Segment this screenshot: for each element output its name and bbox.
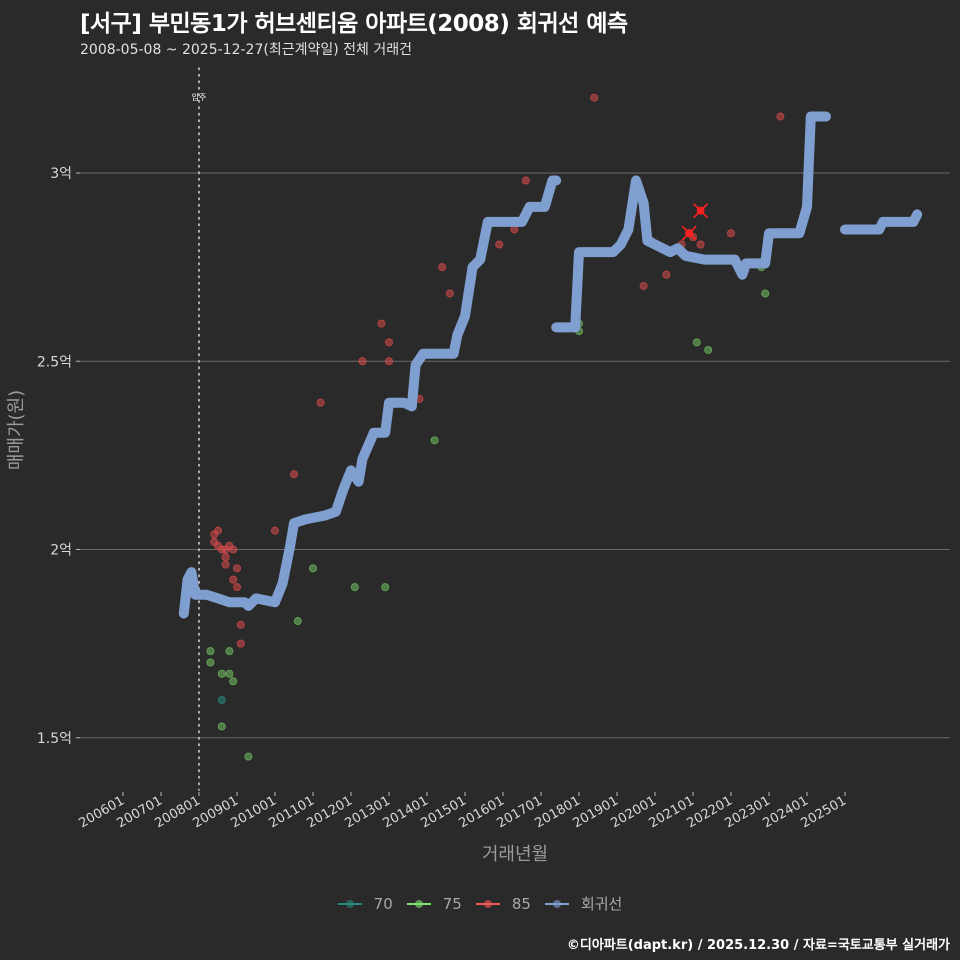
data-point: [430, 436, 439, 445]
data-point: [438, 263, 447, 272]
legend-item-75[interactable]: 75: [406, 894, 462, 913]
data-point: [377, 319, 386, 328]
scatter-points: [206, 93, 785, 761]
chart-title: [서구] 부민동1가 허브센티움 아파트(2008) 회귀선 예측: [80, 11, 628, 37]
data-point: [692, 338, 701, 347]
data-point: [776, 112, 785, 121]
data-point: [590, 93, 599, 102]
data-point: [316, 398, 325, 407]
regression-line: [178, 111, 923, 619]
data-point: [445, 289, 454, 298]
highlight-x-marker: [681, 225, 697, 241]
data-point: [229, 677, 238, 686]
legend-label: 85: [511, 894, 531, 913]
legend-key-icon: [544, 897, 569, 911]
legend-item-70[interactable]: 70: [337, 894, 393, 913]
data-point: [221, 553, 230, 562]
data-point: [358, 357, 367, 366]
data-point: [217, 722, 226, 731]
data-point: [495, 240, 504, 249]
data-point: [521, 176, 530, 185]
data-point: [221, 560, 230, 569]
legend-label: 70: [373, 894, 393, 913]
data-point: [236, 620, 245, 629]
data-point: [639, 281, 648, 290]
data-point: [229, 545, 238, 554]
data-point: [384, 338, 393, 347]
x-axis-ticks: 2006012007012008012009012010012011012012…: [77, 792, 849, 831]
move-in-label: 입주: [192, 93, 207, 102]
regression-segment: [178, 175, 562, 619]
legend-key-icon: [337, 897, 362, 911]
data-point: [232, 583, 241, 592]
legend-label: 75: [442, 894, 462, 913]
data-point: [662, 270, 671, 279]
data-point: [217, 696, 226, 705]
data-point: [696, 240, 705, 249]
legend-key-icon: [406, 897, 431, 911]
legend-item-regression[interactable]: 회귀선: [544, 893, 623, 914]
regression-segment: [840, 209, 923, 235]
data-point: [727, 229, 736, 238]
data-point: [217, 669, 226, 678]
data-point: [229, 575, 238, 584]
move-in-annotation: 입주: [192, 67, 207, 791]
data-point: [225, 647, 234, 656]
highlight-x-marker: [693, 203, 709, 219]
data-point: [761, 289, 770, 298]
data-point: [704, 345, 713, 354]
data-point: [232, 564, 241, 573]
y-tick-label: 3억: [50, 166, 72, 182]
chart-subtitle: 2008-05-08 ~ 2025-12-27(최근계약일) 전체 거래건: [80, 42, 412, 58]
y-axis-ticks: 1.5억 2억 2.5억 3억: [37, 166, 80, 747]
highlight-markers: [681, 203, 709, 241]
data-point: [236, 639, 245, 648]
data-point: [510, 225, 519, 234]
data-point: [270, 526, 279, 535]
legend-item-85[interactable]: 85: [475, 894, 531, 913]
y-tick-label: 2.5억: [37, 354, 72, 370]
data-point: [244, 752, 253, 761]
y-axis-title: 매매가(원): [6, 390, 27, 470]
data-point: [308, 564, 317, 573]
data-point: [293, 617, 302, 626]
data-point: [384, 357, 393, 366]
y-tick-label: 2억: [50, 543, 72, 559]
data-point: [206, 658, 215, 667]
regression-segment: [551, 111, 831, 333]
data-point: [350, 583, 359, 592]
legend-key-icon: [475, 897, 500, 911]
data-point: [206, 647, 215, 656]
data-point: [213, 526, 222, 535]
data-point: [381, 583, 390, 592]
legend: 70 75 85 회귀선: [0, 893, 960, 914]
data-point: [225, 669, 234, 678]
y-tick-label: 1.5억: [37, 731, 72, 747]
data-point: [289, 470, 298, 479]
legend-label: 회귀선: [580, 895, 623, 913]
x-axis-title: 거래년월: [482, 844, 548, 865]
source-caption: ©디아파트(dapt.kr) / 2025.12.30 / 자료=국토교통부 실…: [566, 938, 950, 953]
